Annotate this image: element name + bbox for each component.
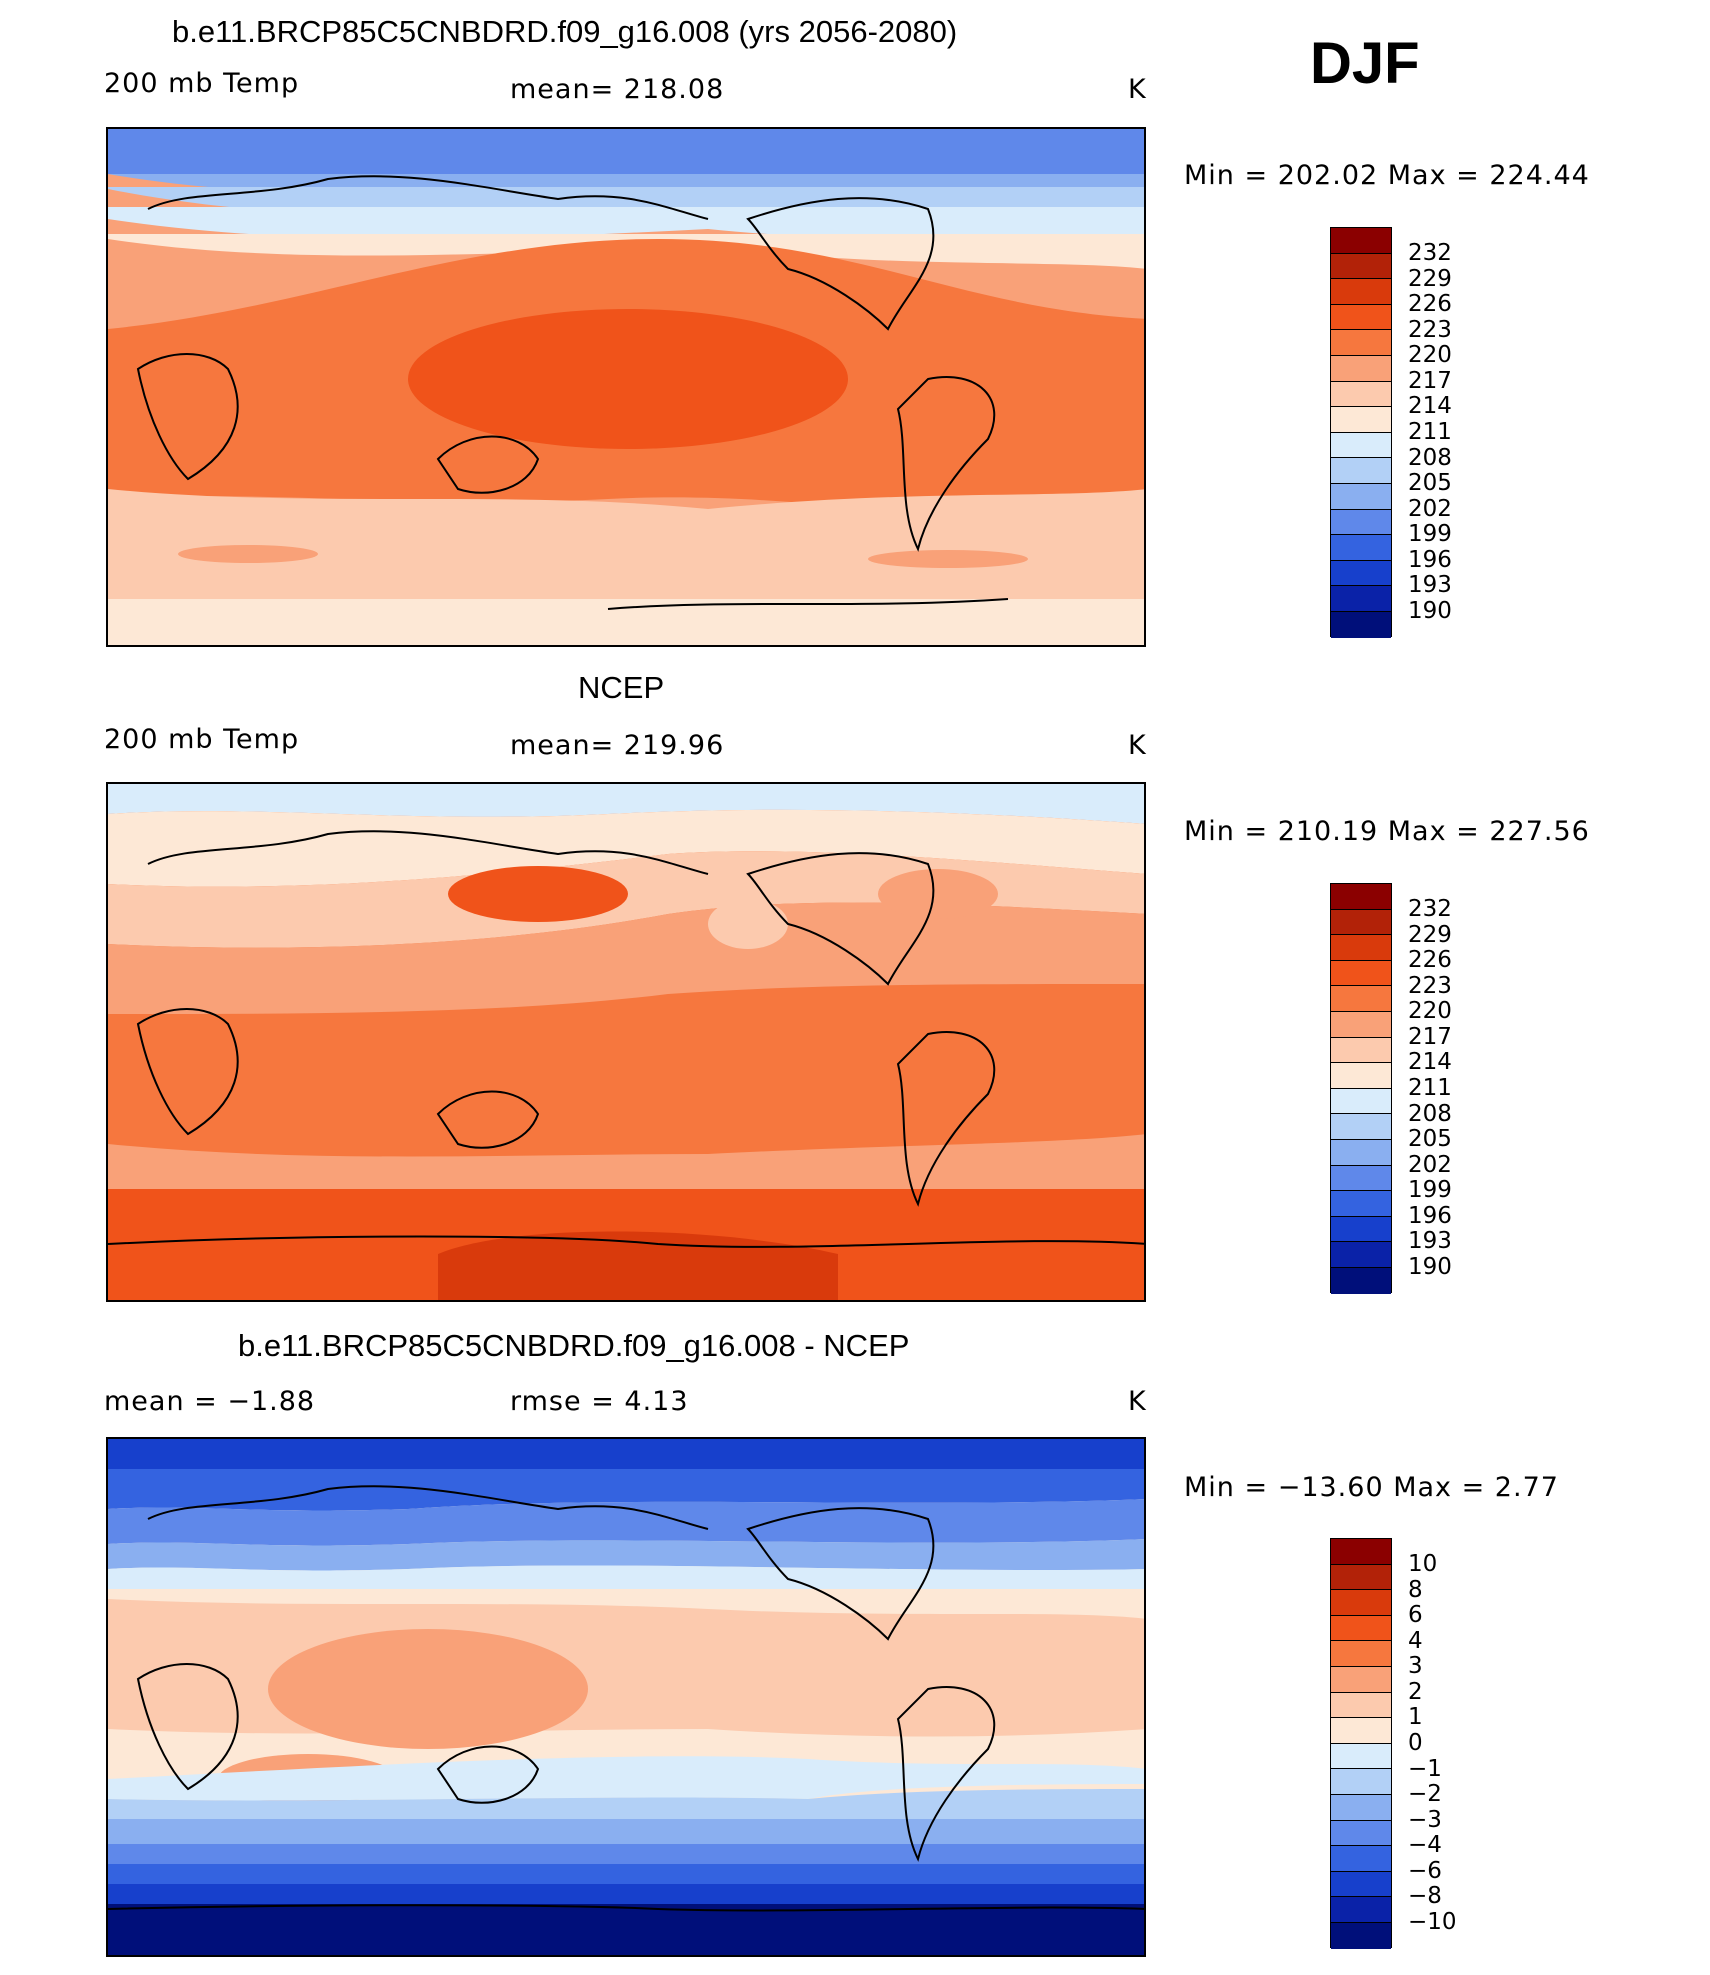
colorbar-label: 214	[1408, 393, 1452, 419]
panel-3-colorbar	[1330, 1538, 1392, 1949]
colorbar-label: 6	[1408, 1602, 1423, 1628]
colorbar-label: 223	[1408, 317, 1452, 343]
colorbar-label: 202	[1408, 1152, 1452, 1178]
colorbar-label: −6	[1408, 1858, 1442, 1884]
colorbar-label: −4	[1408, 1832, 1442, 1858]
panel-1-units: K	[1128, 74, 1147, 105]
colorbar-label: 3	[1408, 1653, 1423, 1679]
colorbar-label: 217	[1408, 368, 1452, 394]
colorbar-label: 190	[1408, 1254, 1452, 1280]
panel-1-map	[106, 127, 1146, 647]
panel-3-minmax: Min = −13.60 Max = 2.77	[1184, 1472, 1559, 1503]
panel-3-mean-label: mean = −1.88	[104, 1386, 316, 1417]
panel-2-colorbar	[1330, 883, 1392, 1294]
colorbar-label: 193	[1408, 1228, 1452, 1254]
colorbar-label: 196	[1408, 1203, 1452, 1229]
colorbar-label: 223	[1408, 973, 1452, 999]
panel-3-rmse-label: rmse = 4.13	[510, 1386, 689, 1417]
panel-3-units: K	[1128, 1386, 1147, 1417]
colorbar-label: 199	[1408, 521, 1452, 547]
colorbar-label: 190	[1408, 598, 1452, 624]
colorbar-label: 211	[1408, 419, 1452, 445]
panel-3-map	[106, 1437, 1146, 1957]
colorbar-label: −3	[1408, 1807, 1442, 1833]
colorbar-label: −2	[1408, 1781, 1442, 1807]
colorbar-label: 0	[1408, 1730, 1423, 1756]
colorbar-label: 205	[1408, 1126, 1452, 1152]
colorbar-label: 232	[1408, 240, 1452, 266]
colorbar-label: −1	[1408, 1756, 1442, 1782]
colorbar-label: 211	[1408, 1075, 1452, 1101]
panel-1-title: b.e11.BRCP85C5CNBDRD.f09_g16.008 (yrs 20…	[172, 14, 958, 49]
panel-1-minmax: Min = 202.02 Max = 224.44	[1184, 160, 1590, 191]
panel-3-map-svg	[108, 1439, 1144, 1955]
colorbar-label: 229	[1408, 922, 1452, 948]
panel-3-title: b.e11.BRCP85C5CNBDRD.f09_g16.008 - NCEP	[238, 1328, 910, 1363]
colorbar-label: 232	[1408, 896, 1452, 922]
colorbar-label: 208	[1408, 445, 1452, 471]
panel-1-mean-label: mean= 218.08	[510, 74, 725, 105]
colorbar-label: 199	[1408, 1177, 1452, 1203]
colorbar-label: 4	[1408, 1628, 1423, 1654]
colorbar-label: 2	[1408, 1679, 1423, 1705]
panel-2-map	[106, 782, 1146, 1302]
colorbar-label: 208	[1408, 1101, 1452, 1127]
colorbar-label: 205	[1408, 470, 1452, 496]
panel-2-units: K	[1128, 730, 1147, 761]
panel-2-map-svg	[108, 784, 1144, 1300]
colorbar-label: 8	[1408, 1577, 1423, 1603]
colorbar-label: 217	[1408, 1024, 1452, 1050]
colorbar-label: −10	[1408, 1909, 1457, 1935]
colorbar-label: 1	[1408, 1704, 1423, 1730]
colorbar-label: 226	[1408, 947, 1452, 973]
panel-2-title: NCEP	[578, 670, 665, 705]
colorbar-label: 220	[1408, 998, 1452, 1024]
panel-1-colorbar	[1330, 227, 1392, 638]
colorbar-label: 202	[1408, 496, 1452, 522]
colorbar-label: 193	[1408, 572, 1452, 598]
panel-1-variable-label: 200 mb Temp	[104, 68, 300, 99]
colorbar-label: −8	[1408, 1883, 1442, 1909]
panel-2-variable-label: 200 mb Temp	[104, 724, 300, 755]
colorbar-label: 196	[1408, 547, 1452, 573]
panel-2-minmax: Min = 210.19 Max = 227.56	[1184, 816, 1590, 847]
colorbar-label: 226	[1408, 291, 1452, 317]
colorbar-label: 220	[1408, 342, 1452, 368]
panel-2-mean-label: mean= 219.96	[510, 730, 725, 761]
colorbar-label: 214	[1408, 1049, 1452, 1075]
colorbar-label: 10	[1408, 1551, 1438, 1577]
season-label: DJF	[1310, 31, 1420, 96]
colorbar-label: 229	[1408, 266, 1452, 292]
panel-1-map-svg	[108, 129, 1144, 645]
